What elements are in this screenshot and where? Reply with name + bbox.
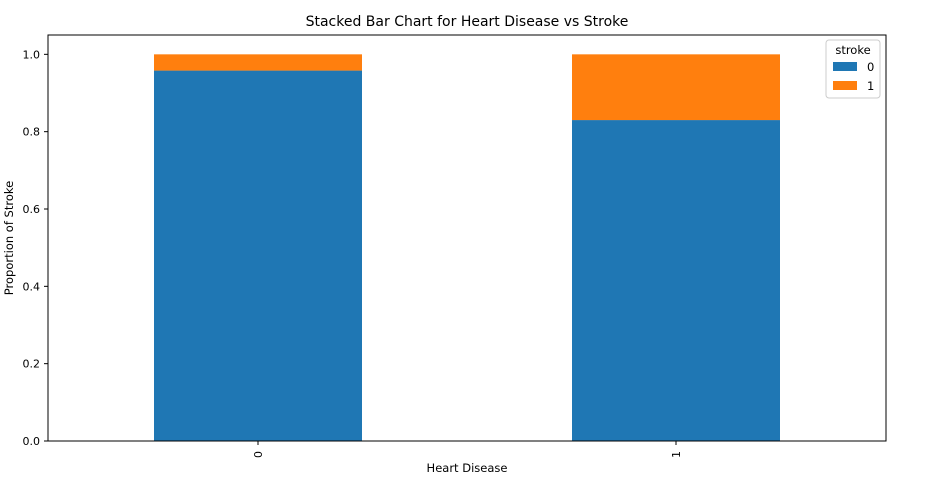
bar-1-stroke-1 xyxy=(572,54,780,121)
y-axis-label: Proportion of Stroke xyxy=(2,181,16,295)
bar-0-stroke-0 xyxy=(154,70,362,441)
y-axis-ticks: 0.0 0.2 0.4 0.6 0.8 1.0 xyxy=(23,48,48,448)
x-tick-label: 0 xyxy=(252,451,265,458)
legend-entry-0: 0 xyxy=(867,60,874,74)
y-tick-label: 1.0 xyxy=(23,48,41,61)
y-tick-label: 0.0 xyxy=(23,435,41,448)
legend-swatch-0 xyxy=(833,62,857,71)
x-axis-label: Heart Disease xyxy=(427,461,508,475)
bar-1-stroke-0 xyxy=(572,120,780,442)
y-tick-label: 0.4 xyxy=(23,280,41,293)
y-tick-label: 0.8 xyxy=(23,126,41,139)
bars-group xyxy=(154,54,780,442)
legend-swatch-1 xyxy=(833,81,857,90)
bar-0-stroke-1 xyxy=(154,54,362,71)
y-tick-label: 0.2 xyxy=(23,358,41,371)
legend-entry-1: 1 xyxy=(867,79,874,93)
chart-title: Stacked Bar Chart for Heart Disease vs S… xyxy=(306,14,629,30)
x-tick-label: 1 xyxy=(670,451,683,458)
legend: stroke 0 1 xyxy=(825,39,881,99)
y-tick-label: 0.6 xyxy=(23,203,41,216)
legend-title: stroke xyxy=(835,43,870,57)
plot-frame xyxy=(47,34,887,442)
